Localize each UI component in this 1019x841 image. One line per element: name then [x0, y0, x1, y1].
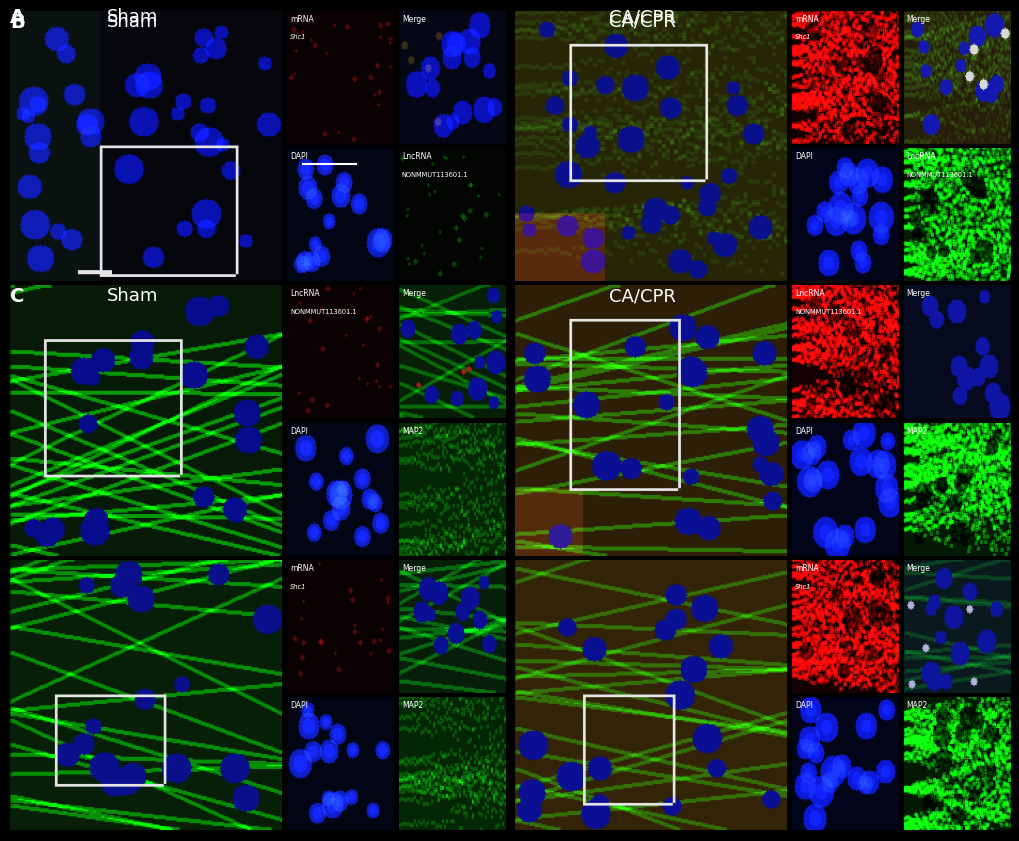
Text: LncRNA: LncRNA	[795, 289, 824, 299]
Text: mRNA: mRNA	[795, 564, 818, 573]
Text: LncRNA: LncRNA	[906, 152, 935, 161]
Text: DAPI: DAPI	[795, 152, 812, 161]
Text: Merge: Merge	[906, 289, 929, 299]
Text: mRNA: mRNA	[290, 14, 314, 24]
Text: MAP2: MAP2	[906, 701, 927, 711]
Text: B: B	[10, 13, 24, 32]
Text: mRNA: mRNA	[290, 564, 314, 573]
Text: NONMMUT113601.1: NONMMUT113601.1	[290, 309, 357, 315]
Text: mRNA: mRNA	[795, 14, 818, 24]
Text: Sham: Sham	[107, 8, 158, 26]
Text: Merge: Merge	[906, 564, 929, 573]
Text: Merge: Merge	[401, 289, 425, 299]
Text: NONMMUT113601.1: NONMMUT113601.1	[906, 172, 972, 177]
Text: DAPI: DAPI	[795, 426, 812, 436]
Text: NONMMUT113601.1: NONMMUT113601.1	[795, 309, 861, 315]
Text: Shc1: Shc1	[795, 34, 811, 40]
Text: DAPI: DAPI	[290, 426, 308, 436]
Text: C: C	[10, 288, 24, 306]
Text: DAPI: DAPI	[290, 701, 308, 711]
Text: Merge: Merge	[401, 14, 425, 24]
Text: CA/CPR: CA/CPR	[608, 288, 676, 305]
Text: Merge: Merge	[401, 564, 425, 573]
Text: LncRNA: LncRNA	[290, 289, 320, 299]
Text: DAPI: DAPI	[290, 152, 308, 161]
Text: Sham: Sham	[107, 288, 158, 305]
Text: LncRNA: LncRNA	[401, 152, 431, 161]
Text: DAPI: DAPI	[795, 701, 812, 711]
Text: NONMMUT113601.1: NONMMUT113601.1	[401, 172, 468, 177]
Text: Shc1: Shc1	[290, 34, 307, 40]
Text: Shc1: Shc1	[795, 584, 811, 590]
Text: Merge: Merge	[906, 14, 929, 24]
Text: CA/CPR: CA/CPR	[608, 8, 676, 26]
Text: A: A	[10, 8, 25, 28]
Text: CA/CPR: CA/CPR	[608, 13, 676, 30]
Text: Sham: Sham	[107, 13, 158, 30]
Text: MAP2: MAP2	[906, 426, 927, 436]
Text: Shc1: Shc1	[290, 584, 307, 590]
Text: MAP2: MAP2	[401, 701, 423, 711]
Text: MAP2: MAP2	[401, 426, 423, 436]
